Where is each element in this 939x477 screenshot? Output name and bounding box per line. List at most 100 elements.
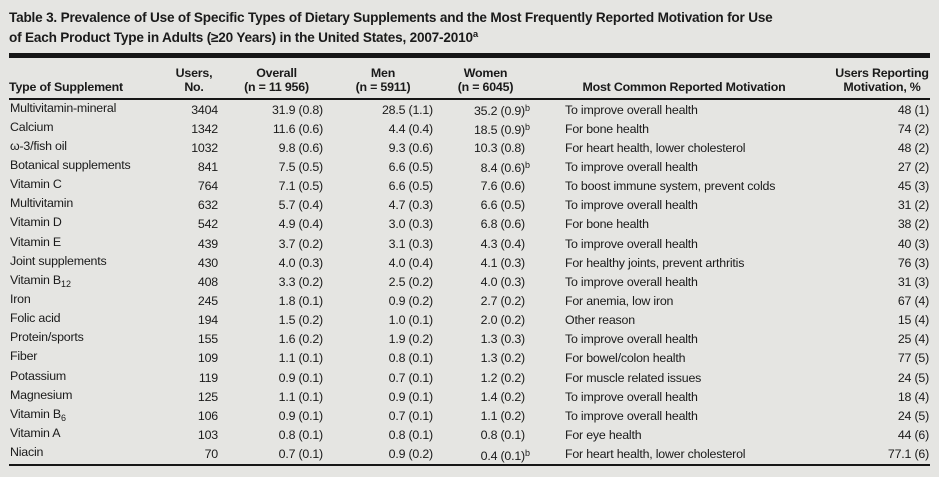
cell-users-no: 3404 xyxy=(191,102,218,117)
cell-women-pct: 0.8 (0.1) xyxy=(437,425,534,444)
women-value: 35.2 (0.9) xyxy=(473,104,525,119)
cell-overall-pct: 0.9 (0.1) xyxy=(278,370,324,385)
table-title-line2: of Each Product Type in Adults (≥20 Year… xyxy=(9,30,473,45)
cell-motivation: For eye health xyxy=(565,427,642,442)
table-title: Table 3. Prevalence of Use of Specific T… xyxy=(0,0,939,53)
cell-users-no: 119 xyxy=(198,370,218,385)
cell-users-no: 155 xyxy=(197,332,218,347)
col-header-reporting-line2: Motivation, % xyxy=(843,80,921,94)
cell-supplement: Magnesium xyxy=(9,387,164,406)
cell-motivation: For bowel/colon health xyxy=(565,351,686,366)
cell-overall-pct: 11.6 (0.6) xyxy=(272,121,323,136)
cell-motivation: To boost immune system, prevent colds xyxy=(565,179,776,194)
cell-women-pct: 8.4 (0.6)b xyxy=(437,157,534,176)
cell-women-pct: 1.3 (0.3) xyxy=(437,330,534,349)
women-superscript: b xyxy=(525,103,531,114)
cell-overall-pct: 0.8 (0.1) xyxy=(278,427,324,442)
supplement-name: Folic acid xyxy=(10,311,61,326)
cell-overall-pct: 31.9 (0.8) xyxy=(271,102,323,117)
supplement-name: Calcium xyxy=(10,119,54,134)
cell-motivation: For heart health, lower cholesterol xyxy=(565,447,746,462)
table-row: Folic acid 194 1.5 (0.2) 1.0 (0.1) 2.0 (… xyxy=(9,311,930,330)
supplement-name: ω-3/fish oil xyxy=(10,138,67,153)
cell-users-no: 125 xyxy=(197,389,218,404)
supplement-name: Vitamin E xyxy=(10,234,61,249)
col-header-motivation-label: Most Common Reported Motivation xyxy=(582,80,786,94)
cell-users-reporting-pct: 40 (3) xyxy=(897,236,929,251)
cell-users-reporting-pct: 77 (5) xyxy=(897,351,929,366)
cell-supplement: Vitamin A xyxy=(9,425,164,444)
header-thick-rule xyxy=(9,53,930,58)
table-row: Niacin 70 0.7 (0.1) 0.9 (0.2) 0.4 (0.1)b… xyxy=(9,445,930,465)
cell-users-no: 542 xyxy=(197,217,218,232)
cell-motivation: To improve overall health xyxy=(565,274,698,289)
col-header-reporting: Users Reporting Motivation, % xyxy=(834,58,930,100)
cell-men-pct: 3.0 (0.3) xyxy=(388,217,434,232)
cell-users-no: 430 xyxy=(197,255,218,270)
cell-users-reporting-pct: 24 (5) xyxy=(897,408,929,423)
cell-men-pct: 0.8 (0.1) xyxy=(388,427,434,442)
col-header-overall-line1: Overall xyxy=(256,66,297,80)
supplement-name: Niacin xyxy=(10,445,44,460)
cell-overall-pct: 1.1 (0.1) xyxy=(278,351,324,366)
women-value: 0.8 (0.1) xyxy=(480,427,526,442)
cell-users-no: 632 xyxy=(197,198,218,213)
women-value: 2.7 (0.2) xyxy=(480,293,526,308)
cell-women-pct: 4.0 (0.3) xyxy=(437,272,534,291)
cell-motivation: To improve overall health xyxy=(565,159,698,174)
cell-users-reporting-pct: 24 (5) xyxy=(897,370,929,385)
table-row: Magnesium 125 1.1 (0.1) 0.9 (0.1) 1.4 (0… xyxy=(9,387,930,406)
table-row: Vitamin C 764 7.1 (0.5) 6.6 (0.5) 7.6 (0… xyxy=(9,177,930,196)
cell-men-pct: 4.4 (0.4) xyxy=(388,121,434,136)
cell-overall-pct: 3.7 (0.2) xyxy=(278,236,324,251)
col-header-women: Women (n = 6045) xyxy=(437,58,534,100)
table-row: Vitamin B6 106 0.9 (0.1) 0.7 (0.1) 1.1 (… xyxy=(9,406,930,425)
women-value: 18.5 (0.9) xyxy=(473,123,525,138)
cell-men-pct: 6.6 (0.5) xyxy=(388,159,434,174)
col-header-men-line2: (n = 5911) xyxy=(355,80,411,94)
cell-supplement: Iron xyxy=(9,291,164,310)
col-header-men: Men (n = 5911) xyxy=(329,58,437,100)
cell-supplement: Niacin xyxy=(9,445,164,465)
cell-men-pct: 0.9 (0.1) xyxy=(388,389,434,404)
col-header-users-line2: No. xyxy=(184,80,204,94)
table-row: Vitamin B12 408 3.3 (0.2) 2.5 (0.2) 4.0 … xyxy=(9,272,930,291)
supplement-name: Fiber xyxy=(10,349,38,364)
women-value: 4.1 (0.3) xyxy=(480,255,526,270)
cell-men-pct: 0.9 (0.2) xyxy=(388,293,434,308)
cell-women-pct: 2.7 (0.2) xyxy=(437,291,534,310)
col-header-reporting-line1: Users Reporting xyxy=(835,66,929,80)
women-superscript: b xyxy=(525,122,531,133)
cell-overall-pct: 1.5 (0.2) xyxy=(278,313,324,328)
cell-overall-pct: 0.9 (0.1) xyxy=(278,408,324,423)
cell-men-pct: 0.9 (0.2) xyxy=(388,447,434,462)
cell-men-pct: 6.6 (0.5) xyxy=(388,179,434,194)
supplement-name: Vitamin B xyxy=(10,406,61,421)
cell-men-pct: 2.5 (0.2) xyxy=(388,274,434,289)
cell-users-reporting-pct: 44 (6) xyxy=(897,427,929,442)
cell-women-pct: 1.2 (0.2) xyxy=(437,368,534,387)
header-row: Type of Supplement Users, No. Overall (n =… xyxy=(9,58,930,100)
supplement-name: Potassium xyxy=(10,368,67,383)
cell-women-pct: 18.5 (0.9)b xyxy=(437,119,534,138)
cell-users-reporting-pct: 77.1 (6) xyxy=(887,447,929,462)
cell-users-reporting-pct: 48 (2) xyxy=(897,140,929,155)
women-value: 2.0 (0.2) xyxy=(480,313,526,328)
women-value: 4.0 (0.3) xyxy=(480,274,526,289)
cell-users-no: 841 xyxy=(197,159,218,174)
cell-supplement: Joint supplements xyxy=(9,253,164,272)
table-row: Vitamin D 542 4.9 (0.4) 3.0 (0.3) 6.8 (0… xyxy=(9,215,930,234)
cell-women-pct: 10.3 (0.8) xyxy=(437,138,534,157)
table-row: Protein/sports 155 1.6 (0.2) 1.9 (0.2) 1… xyxy=(9,330,930,349)
cell-supplement: Folic acid xyxy=(9,311,164,330)
women-value: 1.3 (0.2) xyxy=(480,351,526,366)
cell-women-pct: 35.2 (0.9)b xyxy=(437,99,534,119)
cell-users-no: 1032 xyxy=(191,140,218,155)
cell-women-pct: 4.1 (0.3) xyxy=(437,253,534,272)
supplements-table: Type of Supplement Users, No. Overall (n =… xyxy=(9,58,930,466)
cell-users-reporting-pct: 38 (2) xyxy=(897,217,929,232)
cell-men-pct: 4.7 (0.3) xyxy=(388,198,434,213)
col-header-users: Users, No. xyxy=(164,58,224,100)
women-value: 6.6 (0.5) xyxy=(480,198,526,213)
table-header: Type of Supplement Users, No. Overall (n =… xyxy=(9,58,930,100)
